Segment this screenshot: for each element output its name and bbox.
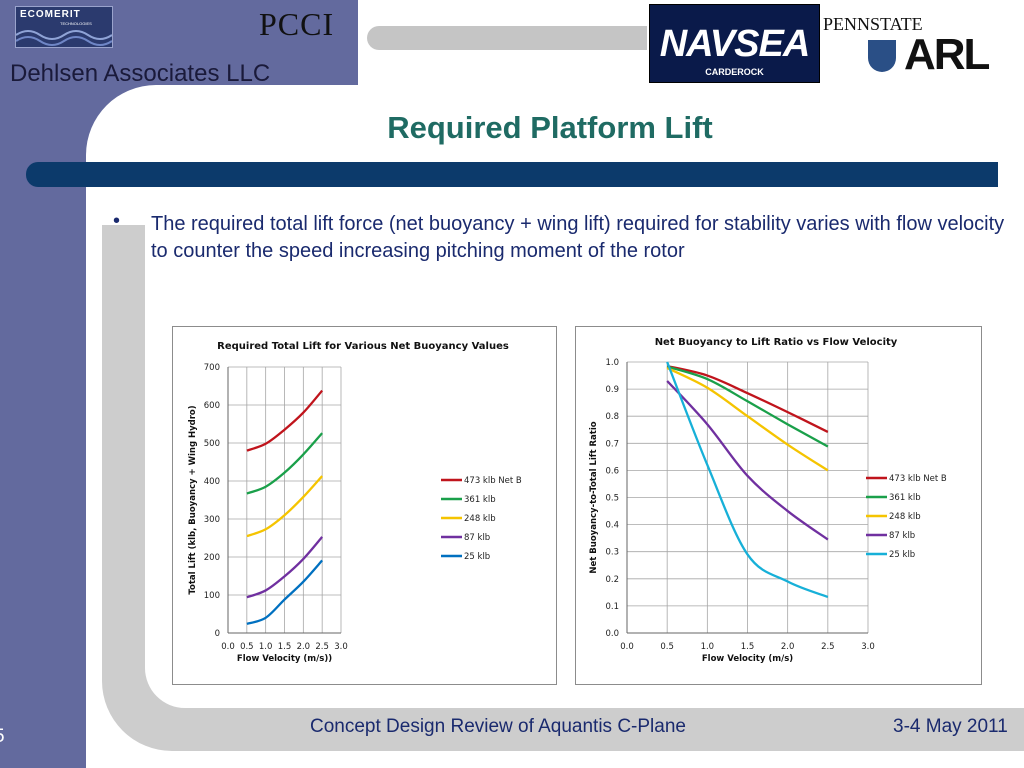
y-tick-label: 500 [204,439,220,449]
legend-label: 473 klb Net B [889,474,947,484]
chart-title: Required Total Lift for Various Net Buoy… [217,341,509,352]
legend-label: 248 klb [889,512,921,522]
series-line [246,559,324,625]
series-line [246,389,324,452]
y-tick-label: 1.0 [605,358,619,368]
ecomerit-logo: ECOMERIT TECHNOLOGIES [15,6,113,48]
wave-icon [16,30,112,46]
legend-label: 25 klb [889,550,915,560]
x-tick-label: 2.5 [821,642,835,652]
x-tick-label: 2.0 [781,642,795,652]
y-tick-label: 0.0 [605,629,619,639]
arl-logo: ARL [904,30,990,79]
title-divider-bar [26,162,998,187]
series-line [246,475,324,538]
y-tick-label: 100 [204,591,220,601]
legend-label: 87 klb [889,531,915,541]
x-tick-label: 1.0 [701,642,715,652]
y-tick-label: 0 [215,629,220,639]
y-axis-label: Total Lift (klb, Buoyancy + Wing Hydro) [188,405,198,594]
chart-title: Net Buoyancy to Lift Ratio vs Flow Veloc… [655,337,898,348]
legend-label: 248 klb [464,514,496,524]
y-tick-label: 0.6 [605,466,619,476]
x-tick-label: 3.0 [334,642,348,652]
x-axis-label: Flow Velocity (m/s)) [237,654,332,664]
x-tick-label: 1.5 [741,642,755,652]
x-tick-label: 0.5 [660,642,674,652]
legend-label: 87 klb [464,533,490,543]
x-axis-label: Flow Velocity (m/s) [702,654,793,664]
legend-label: 473 klb Net B [464,476,522,486]
y-tick-label: 0.1 [605,602,619,612]
series-line [666,365,829,448]
y-axis-label: Net Buoyancy-to-Total Lift Ratio [589,421,599,573]
chart-2-svg: 0.0 0.1 0.2 0.3 0.4 0.5 0.6 0.7 0.8 0.9 1.0 0.0 0.5 1… [589,337,947,664]
y-tick-label: 0.3 [605,548,619,558]
navsea-logo-text: NAVSEA [659,23,811,65]
chart-1: 0 100 200 300 400 500 600 700 0.0 0.5 1.0 1.5 2.0 2.5… [172,326,557,685]
ecomerit-logo-subtext: TECHNOLOGIES [60,21,92,26]
pennstate-logo: PENNSTATE [823,14,923,34]
series-line [246,536,324,599]
x-tick-label: 1.0 [259,642,273,652]
series-line [246,432,324,495]
y-tick-label: 0.5 [605,494,619,504]
y-tick-label: 0.4 [605,521,619,531]
y-tick-label: 400 [204,477,220,487]
navsea-logo-subtext: CARDEROCK [705,67,764,77]
legend-label: 361 klb [464,495,496,505]
footer-title: Concept Design Review of Aquantis C-Plan… [310,716,686,737]
y-tick-label: 0.7 [605,439,619,449]
slide-number: 5 [0,726,5,748]
ecomerit-logo-text: ECOMERIT [20,9,81,20]
chart-2: 0.0 0.1 0.2 0.3 0.4 0.5 0.6 0.7 0.8 0.9 1.0 0.0 0.5 1… [575,326,982,685]
y-tick-label: 200 [204,553,220,563]
header-gray-bar [367,26,647,50]
x-tick-label: 2.0 [297,642,311,652]
legend-label: 361 klb [889,493,921,503]
bullet-text: The required total lift force (net buoya… [151,213,1005,262]
y-tick-label: 0.9 [605,385,619,395]
x-tick-label: 1.5 [278,642,292,652]
bullet-dot-icon: • [113,210,121,232]
y-tick-label: 700 [204,363,220,373]
pcci-logo: PCCI [259,6,335,42]
x-tick-label: 0.5 [240,642,254,652]
x-tick-label: 0.0 [620,642,634,652]
series-line [666,364,829,433]
y-tick-label: 300 [204,515,220,525]
pennstate-shield-icon [868,40,896,72]
slide-title: Required Platform Lift [387,110,713,145]
company-name: Dehlsen Associates LLC [10,60,271,87]
chart-1-svg: 0 100 200 300 400 500 600 700 0.0 0.5 1.0 1.5 2.0 2.5… [188,341,522,664]
series-line [666,361,829,599]
y-tick-label: 0.8 [605,412,619,422]
x-tick-label: 3.0 [861,642,875,652]
y-tick-label: 0.2 [605,575,619,585]
footer-date: 3-4 May 2011 [893,716,1008,737]
legend-label: 25 klb [464,552,490,562]
series-line [666,366,829,472]
y-tick-label: 600 [204,401,220,411]
series-line [666,380,829,541]
navsea-logo: NAVSEA CARDEROCK [649,4,820,83]
x-tick-label: 0.0 [221,642,235,652]
x-tick-label: 2.5 [315,642,329,652]
